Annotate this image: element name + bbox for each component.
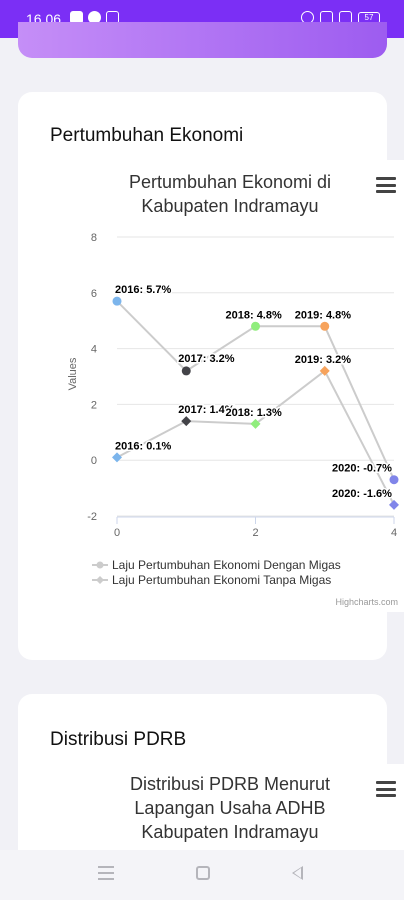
data-label: 2018: 1.3% (226, 407, 282, 419)
y-tick-label: 4 (91, 344, 97, 356)
y-tick-label: 6 (91, 288, 97, 300)
data-point[interactable] (320, 321, 330, 331)
data-label: 2018: 4.8% (226, 309, 282, 321)
legend-item-tanpa-migas[interactable]: Laju Pertumbuhan Ekonomi Tanpa Migas (92, 573, 331, 587)
data-label: 2019: 4.8% (295, 309, 351, 321)
data-point[interactable] (389, 475, 399, 485)
x-tick-label: 2 (252, 527, 258, 539)
data-point[interactable] (112, 452, 122, 463)
browser-app-icon (88, 11, 101, 24)
legend-label-tanpa-migas: Laju Pertumbuhan Ekonomi Tanpa Migas (112, 573, 331, 587)
pdrb-title-line-2: Lapangan Usaha ADHB (134, 798, 325, 818)
growth-chart-svg: Pertumbuhan Ekonomi di Kabupaten Indrama… (67, 172, 399, 607)
growth-chart: Pertumbuhan Ekonomi di Kabupaten Indrama… (48, 160, 404, 612)
data-point[interactable] (251, 321, 260, 331)
pdrb-chart: Distribusi PDRB Menurut Lapangan Usaha A… (48, 764, 404, 850)
y-tick-label: 0 (91, 455, 97, 467)
data-label: 2020: -1.6% (332, 488, 392, 500)
data-label: 2016: 5.7% (115, 284, 171, 296)
system-nav-bar (0, 850, 404, 900)
data-label: 2017: 3.2% (178, 353, 234, 365)
data-point[interactable] (112, 296, 122, 306)
recent-apps-icon[interactable] (98, 866, 114, 884)
y-tick-label: -2 (87, 511, 97, 523)
growth-chart-menu-icon[interactable] (376, 177, 396, 193)
y-tick-label: 8 (91, 232, 97, 244)
data-label: 2019: 3.2% (295, 354, 351, 366)
data-point[interactable] (181, 416, 192, 427)
data-label: 2016: 0.1% (115, 440, 171, 452)
chart-credit: Highcharts.com (335, 597, 398, 607)
back-icon[interactable] (292, 866, 303, 880)
chart-title-line-2: Kabupaten Indramayu (141, 196, 318, 216)
pdrb-chart-svg: Distribusi PDRB Menurut Lapangan Usaha A… (130, 774, 330, 842)
data-point[interactable] (389, 499, 399, 510)
pdrb-title-line-3: Kabupaten Indramayu (141, 822, 318, 842)
y-axis-title: Values (67, 357, 79, 390)
data-label: 2017: 1.4% (178, 404, 234, 416)
data-point[interactable] (250, 418, 261, 429)
notification-app-icon (70, 11, 83, 24)
chart-title-line-1: Pertumbuhan Ekonomi di (129, 172, 331, 192)
growth-section-title: Pertumbuhan Ekonomi (50, 125, 244, 146)
legend: Laju Pertumbuhan Ekonomi Dengan Migas La… (92, 558, 341, 587)
data-label: 2020: -0.7% (332, 463, 392, 475)
legend-label-dengan-migas: Laju Pertumbuhan Ekonomi Dengan Migas (112, 558, 341, 572)
y-tick-label: 2 (91, 399, 97, 411)
pdrb-section-title: Distribusi PDRB (50, 729, 187, 750)
pdrb-chart-menu-icon[interactable] (376, 781, 396, 797)
data-point[interactable] (181, 366, 191, 376)
legend-item-dengan-migas[interactable]: Laju Pertumbuhan Ekonomi Dengan Migas (92, 558, 341, 572)
x-tick-label: 0 (114, 527, 120, 539)
series-line-1 (116, 369, 395, 506)
previous-section-button[interactable] (18, 22, 387, 58)
data-point[interactable] (319, 365, 330, 376)
home-icon[interactable] (196, 866, 210, 880)
x-tick-label: 4 (391, 527, 397, 539)
pdrb-title-line-1: Distribusi PDRB Menurut (130, 774, 330, 794)
